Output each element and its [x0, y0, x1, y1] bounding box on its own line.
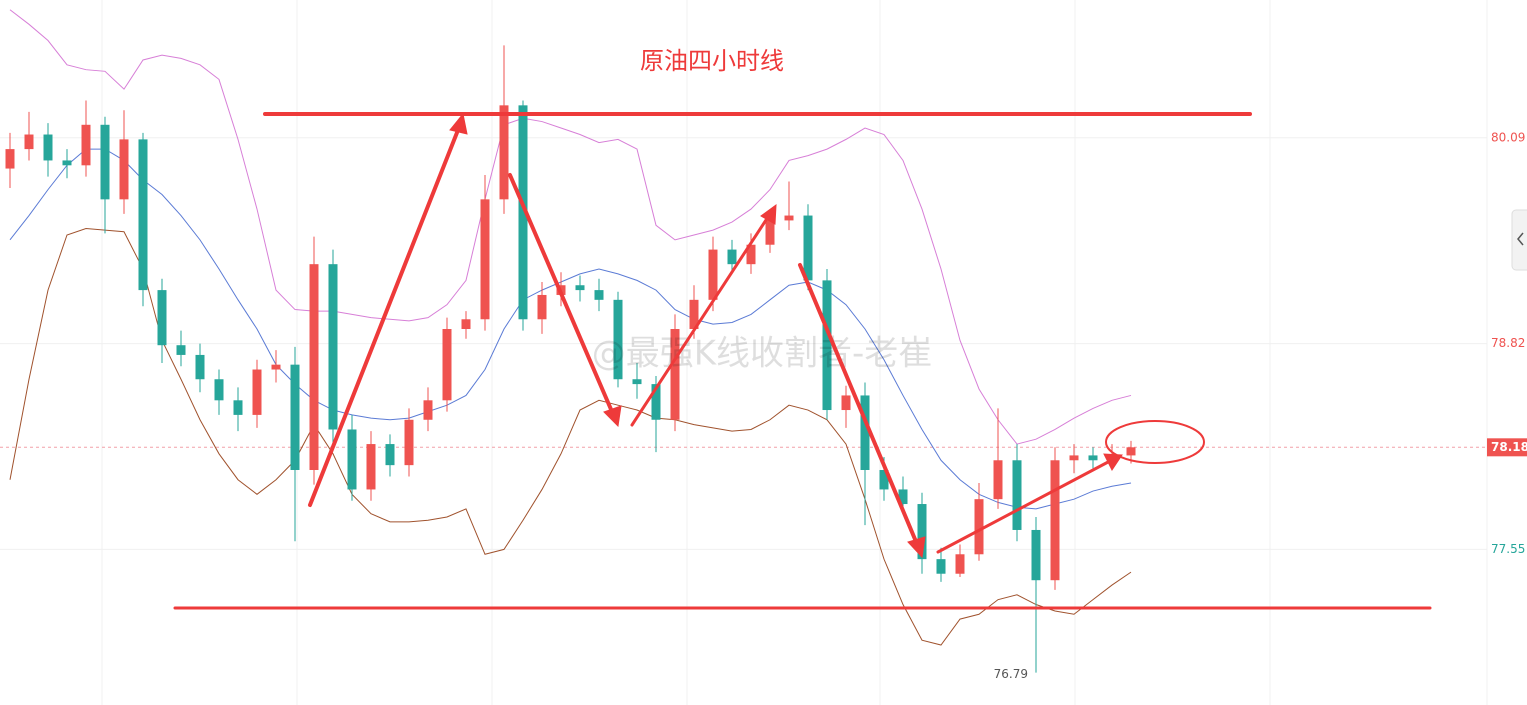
- candle-body: [917, 504, 927, 560]
- low-label: 76.79: [994, 667, 1028, 681]
- arrow: [936, 459, 1112, 554]
- y-axis: 77.55 78.82 80.09 76.79 78.18: [994, 130, 1527, 681]
- candle-body: [233, 400, 243, 415]
- candle-body: [309, 264, 319, 470]
- candle-body: [43, 134, 53, 161]
- candle-body: [423, 400, 433, 420]
- candle-body: [784, 215, 794, 221]
- candle-body: [575, 285, 585, 291]
- arrow: [630, 215, 770, 427]
- candle-body: [727, 249, 737, 265]
- candle-body: [898, 489, 908, 505]
- arrow: [798, 263, 919, 546]
- arrow-head: [907, 536, 926, 559]
- candle-body: [1050, 460, 1060, 581]
- y-tick-label: 80.09: [1491, 130, 1525, 144]
- band-line: [9, 9, 1132, 445]
- candle-body: [689, 299, 699, 329]
- candle-body: [328, 264, 338, 430]
- candle-body: [195, 354, 205, 380]
- candle-body: [1031, 529, 1041, 581]
- candle-body: [632, 379, 642, 385]
- candle-body: [157, 290, 167, 346]
- candle-body: [499, 105, 509, 200]
- candle-body: [518, 105, 528, 320]
- candle-body: [214, 379, 224, 401]
- bands: [9, 9, 1132, 646]
- candle-body: [746, 244, 756, 265]
- candle-body: [841, 395, 851, 411]
- candle-body: [860, 395, 870, 470]
- candle-body: [955, 554, 965, 574]
- candle-body: [442, 329, 452, 401]
- annotations: [173, 112, 1432, 610]
- arrow-head: [760, 203, 777, 225]
- arrow: [508, 173, 615, 416]
- arrow-head: [603, 405, 622, 428]
- candle-body: [5, 149, 15, 169]
- arrow: [308, 123, 462, 507]
- h-grid: [0, 137, 1487, 550]
- candle-body: [252, 369, 262, 415]
- candle-body: [404, 419, 414, 466]
- candle-body: [594, 290, 604, 300]
- chart-title: 原油四小时线: [640, 47, 784, 75]
- collapse-tab[interactable]: [1511, 209, 1527, 271]
- y-tick-label: 78.82: [1491, 336, 1525, 350]
- candle-body: [537, 294, 547, 320]
- candle-body: [803, 215, 813, 281]
- candle-body: [670, 329, 680, 420]
- candle-body: [765, 220, 775, 245]
- candle-body: [879, 470, 889, 490]
- candle-body: [347, 429, 357, 490]
- band-line: [9, 148, 1132, 510]
- candles: [5, 45, 1136, 673]
- candle-body: [290, 364, 300, 470]
- candle-body: [1126, 447, 1136, 456]
- band-line: [9, 228, 1132, 646]
- candle-body: [271, 364, 281, 370]
- candle-body: [385, 444, 395, 466]
- collapse-icon: [1517, 232, 1524, 246]
- candle-body: [822, 280, 832, 411]
- price-tag-label: 78.18: [1491, 440, 1527, 454]
- candle-body: [708, 249, 718, 300]
- arrow-head: [449, 112, 468, 135]
- arrow-head: [1103, 453, 1123, 471]
- highlight-circle: [1105, 420, 1205, 464]
- candle-body: [1088, 455, 1098, 461]
- candle-body: [24, 134, 34, 150]
- candle-body: [62, 160, 72, 166]
- candle-body: [176, 345, 186, 355]
- candle-body: [100, 124, 110, 200]
- candle-body: [366, 444, 376, 490]
- watermark: @最强K线收割者-老崔: [592, 334, 933, 374]
- candle-body: [936, 559, 946, 574]
- candle-body: [138, 139, 148, 291]
- candle-body: [613, 299, 623, 380]
- candle-body: [651, 384, 661, 420]
- y-tick-label: 77.55: [1491, 542, 1525, 556]
- candle-body: [461, 319, 471, 329]
- candle-body: [81, 124, 91, 166]
- candle-body: [1069, 455, 1079, 461]
- candle-body: [480, 199, 490, 320]
- candle-body: [993, 460, 1003, 500]
- price-tag: [1487, 438, 1527, 457]
- candle-body: [1012, 460, 1022, 530]
- candle-body: [974, 499, 984, 555]
- candle-body: [119, 139, 129, 200]
